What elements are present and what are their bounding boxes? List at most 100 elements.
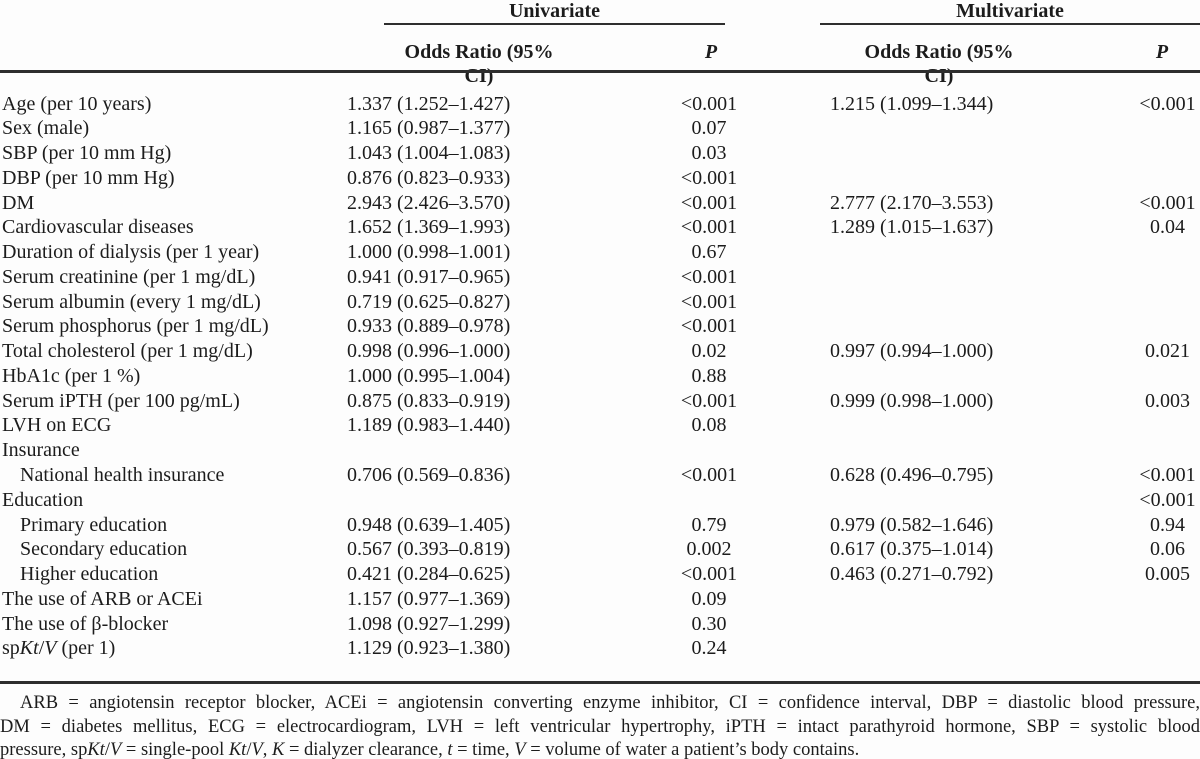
footnote-line: pressure, spKt/V = single-pool Kt/V, K =… [0, 739, 1200, 759]
table-row: Serum phosphorus (per 1 mg/dL) 0.933 (0.8… [0, 314, 1200, 339]
italic-text-segment: V [251, 740, 263, 759]
table-row: spKt/V (per 1) 1.129 (0.923–1.380) 0.24 [0, 636, 1200, 661]
multivariate-odds-ratio-cell [748, 413, 995, 438]
univariate-odds-ratio-cell: 1.129 (0.923–1.380) [347, 637, 511, 660]
table-row: Education <0.001 [0, 488, 1200, 513]
univariate-odds-ratio-cell: 1.098 (0.927–1.299) [347, 612, 511, 635]
text-segment: / [246, 740, 252, 759]
text-segment: , [262, 740, 273, 759]
multivariate-p-cell: 0.003 [1145, 389, 1190, 412]
univariate-p-cell: 0.002 [686, 538, 732, 561]
univariate-p-cell: <0.001 [680, 191, 738, 214]
multivariate-p-cell: <0.001 [1139, 92, 1196, 115]
multivariate-p-cell: <0.001 [1139, 191, 1196, 214]
univariate-p-cell: 0.24 [691, 637, 727, 660]
multivariate-p-cell [995, 413, 1200, 438]
multivariate-p-cell [995, 116, 1200, 141]
univariate-odds-ratio-cell: 0.933 (0.889–0.978) [347, 315, 511, 338]
univariate-p-cell: <0.001 [680, 563, 738, 586]
table-row: Duration of dialysis (per 1 year) 1.000 (… [0, 240, 1200, 265]
multivariate-odds-ratio-cell: 0.999 (0.998–1.000) [830, 389, 994, 412]
table-row: Insurance [0, 438, 1200, 463]
multivariate-odds-ratio-cell: 1.215 (1.099–1.344) [830, 92, 994, 115]
univariate-p-cell: 0.07 [691, 117, 727, 140]
multivariate-p-cell [995, 290, 1200, 315]
header-p-multivariate: P [1155, 41, 1169, 63]
variable-cell: Total cholesterol (per 1 mg/dL) [2, 340, 253, 363]
multivariate-p-cell [995, 587, 1200, 612]
variable-cell: HbA1c (per 1 %) [2, 364, 141, 387]
footnote-line: DM = diabetes mellitus, ECG = electrocar… [0, 716, 1200, 740]
text-segment: / [38, 637, 45, 660]
univariate-p-cell: 0.03 [691, 142, 727, 165]
multivariate-p-cell: 0.94 [1150, 513, 1185, 536]
univariate-p-cell: <0.001 [680, 216, 738, 239]
multivariate-odds-ratio-cell [748, 166, 995, 191]
table-row: The use of ARB or ACEi 1.157 (0.977–1.369… [0, 587, 1200, 612]
univariate-odds-ratio-cell: 0.421 (0.284–0.625) [347, 563, 511, 586]
multivariate-p-cell [995, 364, 1200, 389]
univariate-p-cell: 0.67 [691, 241, 727, 264]
table-row: LVH on ECG 1.189 (0.983–1.440) 0.08 [0, 413, 1200, 438]
multivariate-p-cell [995, 438, 1200, 463]
univariate-odds-ratio-cell: 1.043 (1.004–1.083) [347, 142, 511, 165]
univariate-odds-ratio-cell: 1.189 (0.983–1.440) [347, 414, 511, 437]
multivariate-odds-ratio-cell [748, 364, 995, 389]
multivariate-odds-ratio-cell [748, 636, 995, 661]
variable-cell: DBP (per 10 mm Hg) [2, 166, 175, 189]
table-row: Secondary education 0.567 (0.393–0.819) 0.… [0, 537, 1200, 562]
multivariate-odds-ratio-cell: 0.463 (0.271–0.792) [830, 563, 994, 586]
variable-cell: Serum iPTH (per 100 pg/mL) [2, 389, 240, 412]
column-group-univariate: Univariate [384, 0, 725, 25]
text-segment: = time, [452, 740, 515, 759]
univariate-odds-ratio-cell: 1.165 (0.987–1.377) [347, 117, 511, 140]
variable-cell: Serum creatinine (per 1 mg/dL) [2, 265, 256, 288]
multivariate-odds-ratio-cell [748, 141, 995, 166]
variable-cell: LVH on ECG [2, 414, 112, 437]
univariate-odds-ratio-cell: 1.157 (0.977–1.369) [347, 587, 511, 610]
table-row: Primary education 0.948 (0.639–1.405) 0.79… [0, 513, 1200, 538]
text-segment: DM = diabetes mellitus, ECG = electrocar… [0, 716, 1200, 737]
multivariate-odds-ratio-cell: 0.997 (0.994–1.000) [830, 340, 994, 363]
text-segment: sp [2, 637, 20, 660]
table-row: The use of β-blocker 1.098 (0.927–1.299) 0… [0, 612, 1200, 637]
univariate-odds-ratio-cell: 0.998 (0.996–1.000) [347, 340, 511, 363]
univariate-odds-ratio-cell: 1.652 (1.369–1.993) [347, 216, 511, 239]
multivariate-p-cell [995, 141, 1200, 166]
multivariate-p-cell: <0.001 [1139, 488, 1196, 511]
univariate-p-cell: <0.001 [680, 290, 738, 313]
multivariate-p-cell: 0.04 [1150, 216, 1185, 239]
univariate-p-cell: 0.30 [691, 612, 727, 635]
univariate-odds-ratio-cell: 0.706 (0.569–0.836) [347, 463, 511, 486]
variable-cell: Serum phosphorus (per 1 mg/dL) [2, 315, 269, 338]
multivariate-odds-ratio-cell [748, 438, 995, 463]
variable-cell: Education [2, 488, 84, 511]
table-row: Serum albumin (every 1 mg/dL) 0.719 (0.62… [0, 290, 1200, 315]
italic-text-segment: Kt [19, 637, 39, 660]
multivariate-odds-ratio-cell [748, 116, 995, 141]
univariate-p-cell: <0.001 [680, 265, 738, 288]
variable-cell: National health insurance [20, 463, 225, 486]
multivariate-odds-ratio-cell [748, 314, 995, 339]
multivariate-p-cell: 0.021 [1145, 340, 1190, 363]
text-segment: (per 1) [56, 637, 116, 660]
univariate-odds-ratio-cell: 1.337 (1.252–1.427) [347, 92, 511, 115]
bottom-rule [0, 681, 1200, 684]
header-odds-ratio-univariate: Odds Ratio (95% CI) [404, 41, 554, 87]
variable-cell: Higher education [20, 563, 159, 586]
italic-text-segment: V [109, 740, 122, 759]
variable-cell: The use of β-blocker [2, 612, 169, 635]
variable-cell: spKt/V (per 1) [0, 636, 347, 661]
variable-cell: Primary education [20, 513, 168, 536]
multivariate-odds-ratio-cell: 0.617 (0.375–1.014) [830, 538, 994, 561]
variable-cell: The use of ARB or ACEi [2, 587, 203, 610]
multivariate-odds-ratio-cell [748, 488, 995, 513]
univariate-odds-ratio-cell: 0.719 (0.625–0.827) [347, 290, 511, 313]
univariate-odds-ratio-cell: 0.941 (0.917–0.965) [347, 265, 511, 288]
univariate-p-cell: 0.09 [691, 587, 727, 610]
multivariate-odds-ratio-cell: 0.628 (0.496–0.795) [830, 463, 994, 486]
italic-text-segment: K [272, 740, 285, 759]
table-row: DM 2.943 (2.426–3.570) <0.001 2.777 (2.170–… [0, 191, 1200, 216]
multivariate-odds-ratio-cell [748, 612, 995, 637]
